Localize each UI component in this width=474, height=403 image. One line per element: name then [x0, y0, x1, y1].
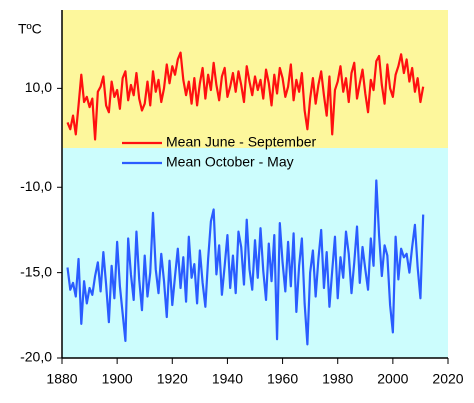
x-tick-label: 1900	[102, 371, 133, 387]
y-axis-label: TºC	[18, 21, 42, 37]
y-tick-label: -20,0	[20, 349, 52, 365]
data-line	[66, 51, 425, 141]
x-tick-label: 2000	[377, 371, 408, 387]
x-tick-label: 2020	[432, 371, 463, 387]
legend-label: Mean October - May	[166, 154, 294, 170]
x-tick-label: 1920	[157, 371, 188, 387]
y-tick-label: 10,0	[25, 79, 52, 95]
x-tick-label: 1960	[267, 371, 298, 387]
data-line	[66, 179, 425, 346]
y-tick-label: -10,0	[20, 178, 52, 194]
x-tick-label: 1940	[212, 371, 243, 387]
y-tick-label: -15,0	[20, 263, 52, 279]
x-tick-label: 1880	[46, 371, 77, 387]
x-tick-label: 1980	[322, 371, 353, 387]
legend-label: Mean June - September	[166, 134, 317, 150]
